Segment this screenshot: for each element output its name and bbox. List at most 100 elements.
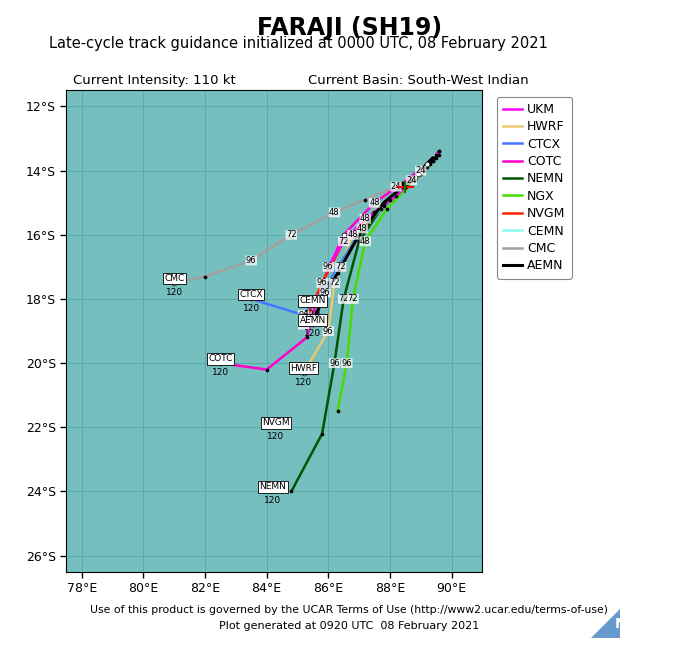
Text: CTCX: CTCX (240, 290, 263, 299)
Point (409, 172, 420, 182)
Point (308, 320, 319, 330)
Point (319, 287, 331, 298)
Point (409, 172, 420, 182)
Text: 120: 120 (212, 368, 229, 377)
Point (369, 207, 380, 218)
Text: 96: 96 (323, 327, 333, 335)
Point (412, 169, 423, 179)
Point (421, 159, 433, 169)
Text: 96: 96 (323, 262, 333, 271)
Point (335, 262, 346, 272)
Point (412, 169, 423, 179)
Point (400, 182, 411, 192)
Point (356, 224, 368, 234)
Point (381, 204, 392, 214)
Point (329, 278, 340, 288)
Point (323, 262, 334, 272)
Point (391, 182, 402, 192)
Point (375, 204, 387, 214)
Text: NEMN: NEMN (259, 483, 287, 492)
Point (360, 236, 371, 246)
Point (396, 178, 408, 189)
Text: Use of this product is governed by the UCAR Terms of Use (http://www2.ucar.edu/t: Use of this product is governed by the U… (90, 605, 609, 615)
Text: 120: 120 (243, 304, 260, 313)
Point (338, 294, 350, 304)
Point (286, 486, 297, 497)
Point (384, 194, 396, 205)
Text: 24: 24 (415, 166, 426, 175)
Text: 48: 48 (360, 214, 370, 224)
Text: 48: 48 (360, 236, 370, 245)
Point (424, 156, 435, 166)
Point (360, 214, 371, 224)
Point (261, 364, 272, 375)
Text: 24: 24 (406, 176, 417, 185)
Point (400, 182, 411, 192)
Text: 120: 120 (295, 378, 312, 386)
Point (427, 152, 438, 163)
Point (421, 159, 433, 169)
Point (431, 152, 442, 163)
Text: 120: 120 (304, 329, 322, 339)
Point (338, 236, 350, 246)
Point (433, 149, 445, 160)
Point (415, 169, 426, 179)
Point (360, 194, 371, 205)
Text: 72: 72 (338, 295, 349, 304)
Text: HWRF: HWRF (290, 364, 317, 373)
Point (433, 146, 445, 156)
Text: 72: 72 (329, 278, 340, 287)
Point (412, 169, 423, 179)
Text: 96: 96 (329, 359, 340, 368)
Point (391, 191, 402, 202)
Text: CMC: CMC (164, 274, 185, 283)
Point (391, 182, 402, 192)
Point (400, 182, 411, 192)
Point (427, 152, 438, 163)
Point (409, 175, 420, 185)
Point (317, 278, 328, 288)
Text: NVGM: NVGM (262, 419, 289, 428)
Point (329, 358, 340, 368)
Point (421, 159, 433, 169)
Text: 96: 96 (341, 359, 352, 368)
Text: 120: 120 (264, 496, 282, 505)
Text: 48: 48 (357, 224, 368, 233)
Point (421, 159, 433, 169)
Point (329, 207, 340, 218)
Point (332, 268, 343, 278)
Point (168, 278, 180, 288)
Point (378, 201, 389, 211)
Text: 96: 96 (298, 320, 309, 329)
Point (403, 178, 414, 189)
Point (347, 230, 359, 240)
Point (215, 358, 226, 368)
Point (354, 236, 365, 246)
Point (245, 255, 257, 266)
Point (338, 236, 350, 246)
Point (421, 162, 433, 172)
Point (298, 310, 309, 320)
Point (298, 368, 309, 378)
Text: 120: 120 (166, 287, 183, 297)
Point (418, 162, 429, 172)
Point (335, 262, 346, 272)
Point (329, 207, 340, 218)
Point (418, 162, 429, 172)
Point (415, 165, 426, 176)
Point (245, 294, 257, 304)
Point (323, 262, 334, 272)
Point (369, 198, 380, 208)
Point (338, 230, 350, 240)
Point (406, 172, 417, 182)
Point (409, 172, 420, 182)
Point (369, 198, 380, 208)
Point (199, 271, 210, 282)
Text: 96: 96 (298, 311, 309, 320)
Point (298, 320, 309, 330)
Point (354, 230, 365, 240)
Text: Plot generated at 0920 UTC  08 February 2021: Plot generated at 0920 UTC 08 February 2… (219, 621, 480, 631)
Point (424, 159, 435, 169)
Point (427, 152, 438, 163)
Point (350, 233, 361, 243)
